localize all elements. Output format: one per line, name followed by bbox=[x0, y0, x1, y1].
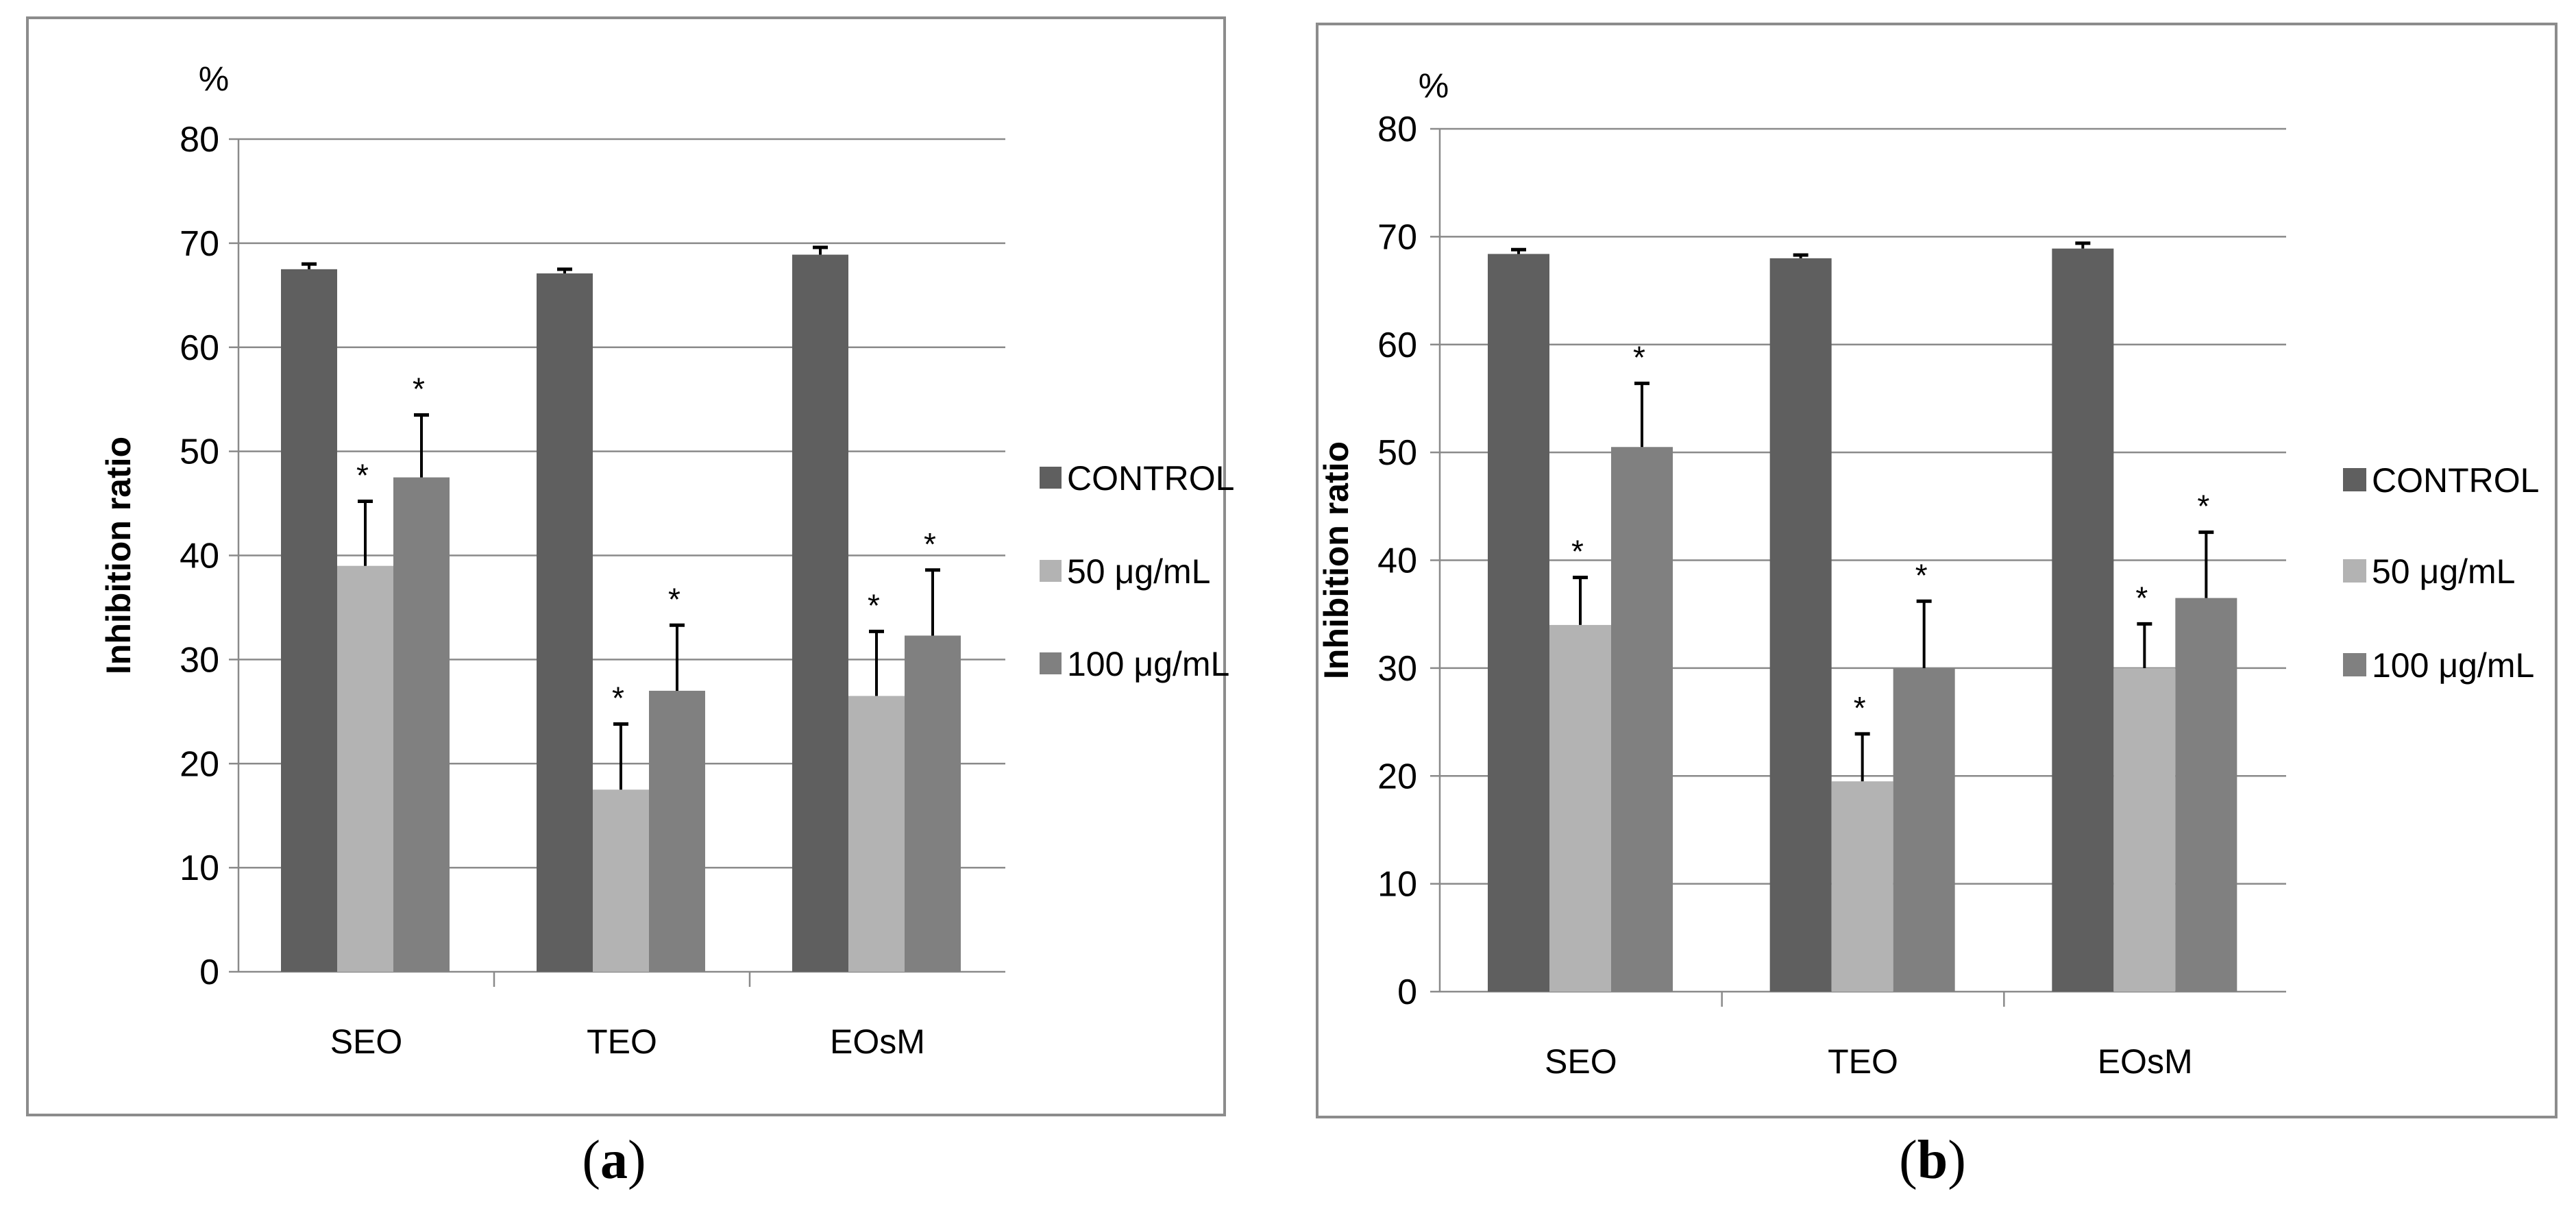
y-tick-label: 70 bbox=[180, 224, 219, 264]
x-tick-label: TEO bbox=[587, 1022, 657, 1061]
legend-swatch bbox=[2343, 559, 2366, 583]
bar-eosm-0 bbox=[792, 254, 848, 972]
y-unit-label: % bbox=[1419, 66, 1449, 105]
significance-marker: * bbox=[2197, 489, 2209, 524]
y-tick-label: 20 bbox=[180, 744, 219, 784]
significance-marker: * bbox=[924, 526, 936, 562]
bar-eosm-2 bbox=[2175, 598, 2237, 992]
legend-swatch bbox=[1040, 652, 1062, 674]
legend-label: CONTROL bbox=[2372, 461, 2539, 500]
x-tick-label: EOsM bbox=[830, 1022, 925, 1061]
y-tick-label: 80 bbox=[1377, 110, 1417, 149]
y-tick-label: 30 bbox=[180, 640, 219, 680]
bar-teo-0 bbox=[1769, 258, 1832, 992]
chart-panel-a: 0 10 20 30 40 50 60 70 80% Inhibition ratio SEO * * T… bbox=[26, 16, 1234, 1116]
y-tick-label: 30 bbox=[1377, 649, 1417, 689]
legend-swatch bbox=[1040, 560, 1062, 582]
bar-teo-2 bbox=[649, 690, 705, 972]
significance-marker: * bbox=[413, 371, 425, 406]
significance-marker: * bbox=[668, 581, 680, 617]
y-tick-label: 50 bbox=[1377, 433, 1417, 473]
y-tick-label: 40 bbox=[180, 537, 219, 576]
y-tick-label: 10 bbox=[180, 848, 219, 888]
y-tick-label: 10 bbox=[1377, 865, 1417, 905]
significance-marker: * bbox=[1571, 534, 1584, 569]
bar-eosm-1 bbox=[2113, 667, 2176, 992]
bar-seo-0 bbox=[281, 269, 337, 972]
panel-label-a-letter: a bbox=[600, 1130, 628, 1190]
bar-eosm-0 bbox=[2052, 248, 2114, 992]
y-tick-label: 80 bbox=[180, 120, 219, 160]
significance-marker: * bbox=[2135, 580, 2148, 615]
legend-label: CONTROL bbox=[1067, 459, 1234, 498]
significance-marker: * bbox=[868, 587, 880, 623]
legend-label: 100 μg/mL bbox=[2372, 646, 2534, 685]
chart-panel-b: 0 10 20 30 40 50 60 70 80% Inhibition ratio SEO * * T… bbox=[1316, 23, 2557, 1118]
legend-label: 100 μg/mL bbox=[1067, 645, 1229, 683]
y-tick-label: 60 bbox=[180, 328, 219, 368]
legend-label: 50 μg/mL bbox=[1067, 552, 1210, 591]
significance-marker: * bbox=[356, 458, 369, 493]
panel-label-b-letter: b bbox=[1917, 1130, 1948, 1190]
y-tick-label: 50 bbox=[180, 432, 219, 472]
x-tick-label: EOsM bbox=[2098, 1042, 2193, 1081]
y-tick-label: 70 bbox=[1377, 217, 1417, 257]
x-tick-label: TEO bbox=[1828, 1042, 1898, 1081]
x-tick-label: SEO bbox=[330, 1022, 403, 1061]
legend-swatch bbox=[2343, 653, 2366, 676]
bar-teo-1 bbox=[593, 789, 649, 972]
legend-label: 50 μg/mL bbox=[2372, 552, 2515, 591]
bar-teo-2 bbox=[1893, 667, 1955, 992]
significance-marker: * bbox=[1633, 339, 1645, 375]
y-tick-label: 60 bbox=[1377, 326, 1417, 365]
y-tick-label: 40 bbox=[1377, 541, 1417, 581]
y-axis-label: Inhibition ratio bbox=[99, 437, 138, 674]
y-unit-label: % bbox=[199, 60, 229, 98]
significance-marker: * bbox=[1915, 557, 1928, 593]
bar-seo-2 bbox=[1611, 447, 1673, 992]
bar-seo-1 bbox=[337, 565, 393, 972]
bar-seo-1 bbox=[1549, 624, 1611, 992]
panel-label-a: (a) bbox=[582, 1130, 646, 1190]
bar-teo-1 bbox=[1831, 781, 1893, 992]
legend-swatch bbox=[1040, 467, 1062, 489]
bar-seo-0 bbox=[1488, 254, 1549, 992]
legend-swatch bbox=[2343, 468, 2366, 491]
y-tick-label: 0 bbox=[199, 953, 219, 992]
bar-seo-2 bbox=[393, 477, 450, 972]
bar-eosm-1 bbox=[848, 696, 905, 972]
bar-eosm-2 bbox=[905, 635, 961, 972]
x-tick-label: SEO bbox=[1545, 1042, 1617, 1081]
y-tick-label: 0 bbox=[1397, 972, 1417, 1012]
panel-label-b: (b) bbox=[1899, 1130, 1966, 1190]
significance-marker: * bbox=[612, 681, 624, 716]
y-tick-label: 20 bbox=[1377, 757, 1417, 796]
bar-teo-0 bbox=[537, 273, 593, 972]
y-axis-label: Inhibition ratio bbox=[1317, 441, 1356, 679]
significance-marker: * bbox=[1854, 690, 1866, 726]
